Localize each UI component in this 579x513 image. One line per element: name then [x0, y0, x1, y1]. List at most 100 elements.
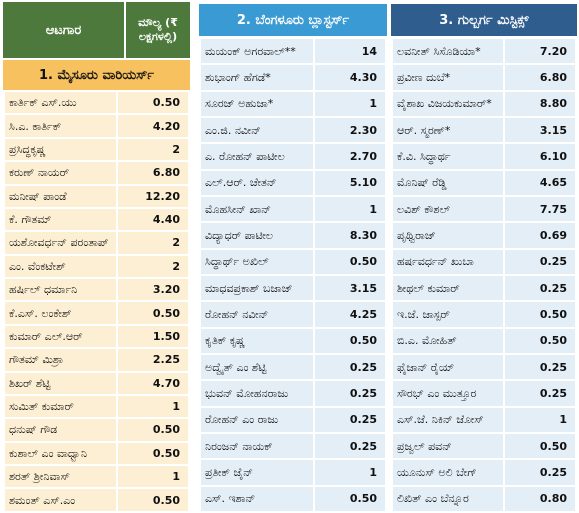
team-title: 2. ಬೆಂಗಳೂರು ಬ್ಲಾಸ್ಟರ್ಸ್ [199, 4, 387, 36]
player-row: ಪ್ರವೀಣ ದುಬೆ* 6.80 [391, 63, 577, 92]
player-value: 3.20 [116, 276, 190, 303]
player-name: ಕುಶಾಲ್ ಎಂ ವಾಧ್ವಾನಿ [3, 440, 118, 467]
player-row: ಗೌತಮ್ ಮಿಶ್ರಾ 2.25 [3, 347, 190, 373]
player-row: ಯಶೋವರ್ಧನ್ ಪರಂತಾಪ್ 2 [3, 230, 190, 256]
player-value: 6.10 [503, 142, 577, 171]
player-value: 2.30 [313, 115, 387, 145]
player-name: ಆರ್. ಸ್ಮರಣ್* [391, 115, 505, 145]
player-name: ಶೀಥಲ್ ಕುಮಾರ್ [391, 273, 505, 303]
team-title: 3. ಗುಲ್ಬರ್ಗ ಮಿಸ್ಟಿಕ್ಸ್ [391, 4, 577, 36]
player-header: ಆಟಗಾರ [45, 22, 82, 38]
player-row: ಇ.ಜೆ. ಜಾಸ್ಪರ್ 0.50 [391, 300, 577, 329]
player-row: ಶಮಂತ್ ಎಸ್.ಎಂ 0.50 [3, 487, 190, 513]
player-row: ಮಯಂಕ್ ಅಗರವಾಲ್** 14 [199, 36, 387, 66]
player-row: ಎ. ರೋಹನ್ ಪಾಟೀಲ 2.70 [199, 142, 387, 171]
player-value: 0.80 [503, 484, 577, 513]
player-value: 0.50 [116, 487, 190, 513]
player-name: ಮೊಹಸೀನ್ ಖಾನ್ [199, 194, 315, 224]
player-name: ಶುಭಾಂಗ್ ಹೆಗಡೆ* [199, 63, 315, 92]
player-value: 4.65 [503, 168, 577, 197]
value-header: ಮೌಲ್ಯ (₹ ಲಕ್ಷಗಳಲ್ಲಿ) [124, 2, 190, 58]
player-row: ಧನುಷ್ ಗೌಡ 0.50 [3, 417, 190, 443]
player-value: 8.80 [503, 89, 577, 118]
player-name: ಮಯಂಕ್ ಅಗರವಾಲ್** [199, 36, 315, 66]
player-row: ಲಿಖಿತ್ ಎಂ ಬೆನ್ನೂರ 0.80 [391, 484, 577, 513]
player-name: ಹರ್ಷಿಲ್ ಧರ್ಮಾನಿ [3, 276, 118, 303]
player-row: ಫೈಜಾನ್ ರೈಯ್ 0.25 [391, 352, 577, 382]
player-row: ಸಿದ್ಧಾರ್ಥ್ ಅಖಿಲ್ 0.50 [199, 247, 387, 276]
player-row: ನಿರಂಜನ್ ನಾಯಕ್ 0.25 [199, 431, 387, 461]
player-name: ಎಸ್.ಜೆ. ನಿಕಿನ್ ಜೋಸ್ [391, 405, 505, 434]
player-name: ಮಾಧವಪ್ರಕಾಶ್ ಬಜಾಜ್ [199, 273, 315, 303]
player-row: ಸಿ.ಎ. ಕಾರ್ತಿಕ್ 4.20 [3, 113, 190, 139]
player-row: ಹರ್ಷಿಲ್ ಧರ್ಮಾನಿ 3.20 [3, 276, 190, 303]
player-name: ಕೆ.ಎಸ್. ಲಂಕೇಶ್ [3, 300, 118, 326]
player-name: ಎಲ್.ಆರ್. ಚೇತನ್ [199, 168, 315, 197]
player-name: ಕಾರ್ತಿಕ್ ಎಸ್.ಯು [3, 89, 118, 116]
player-value: 0.50 [503, 326, 577, 355]
player-table: ಮಯಂಕ್ ಅಗರವಾಲ್** 14 ಶುಭಾಂಗ್ ಹೆಗಡೆ* 4.30 ಸೂರಜ್… [199, 36, 387, 513]
player-row: ಎಲ್.ಆರ್. ಚೇತನ್ 5.10 [199, 168, 387, 197]
player-name: ಫೈಜಾನ್ ರೈಯ್ [391, 352, 505, 382]
player-row: ಭುವನ್ ಮೋಹನರಾಜು 0.25 [199, 379, 387, 408]
player-value: 4.30 [313, 63, 387, 92]
player-value: 0.25 [503, 379, 577, 408]
player-name: ಎಂ. ವೆಂಕಟೇಶ್ [3, 253, 118, 280]
player-row: ಕೆ. ಗೌತಮ್ 4.40 [3, 206, 190, 233]
player-row: ಸುಮಿತ್ ಕುಮಾರ್ 1 [3, 393, 190, 420]
player-name: ಲವಿಶ್ ಕೌಶಲ್ [391, 194, 505, 224]
player-value: 12.20 [116, 183, 190, 209]
player-name: ಕುಮಾರ್ ಎಲ್.ಆರ್ [3, 323, 118, 350]
player-name: ಅದ್ವೈತ್ ಎಂ ಶೆಟ್ಟಿ [199, 352, 315, 382]
player-value: 6.80 [116, 160, 190, 186]
player-name: ಶಮಂತ್ ಎಸ್.ಎಂ [3, 487, 118, 513]
player-row: ಎಸ್. ಇಶಾನ್ 0.50 [199, 484, 387, 513]
player-row: ಆರ್. ಸ್ಮರಣ್* 3.15 [391, 115, 577, 145]
player-value: 3.15 [503, 115, 577, 145]
player-row: ಸೂರಜ್ ಅಹುಜಾ* 1 [199, 89, 387, 118]
player-row: ಕೃತಿಕ್ ಕೃಷ್ಣ 0.50 [199, 326, 387, 355]
player-row: ಎಂ. ವೆಂಕಟೇಶ್ 2 [3, 253, 190, 280]
player-row: ರೋಹನ್ ನವೀನ್ 4.25 [199, 300, 387, 329]
player-name: ಯಶೋವರ್ಧನ್ ಪರಂತಾಪ್ [3, 230, 118, 256]
player-value: 2 [116, 253, 190, 280]
player-row: ಕಾರ್ತಿಕ್ ಎಸ್.ಯು 0.50 [3, 89, 190, 116]
player-value: 0.25 [503, 458, 577, 487]
player-name: ಮೊನಿಷ್ ರೆಡ್ಡಿ [391, 168, 505, 197]
player-name: ಎಸ್. ಇಶಾನ್ [199, 484, 315, 513]
player-value: 2.25 [116, 347, 190, 373]
player-value: 0.25 [503, 273, 577, 303]
player-row: ಬಿ.ಎ. ಮೋಹಿತ್ 0.50 [391, 326, 577, 355]
player-value: 1 [116, 393, 190, 420]
player-row: ಶಿಖರ್ ಶೆಟ್ಟಿ 4.70 [3, 370, 190, 396]
player-row: ಕೆ.ವಿ. ಸಿದ್ಧಾರ್ಥ 6.10 [391, 142, 577, 171]
player-row: ಮೊಹಸೀನ್ ಖಾನ್ 1 [199, 194, 387, 224]
player-name: ಪ್ರವೀಣ ದುಬೆ* [391, 63, 505, 92]
team-panel: 2. ಬೆಂಗಳೂರು ಬ್ಲಾಸ್ಟರ್ಸ್ ಮಯಂಕ್ ಅಗರವಾಲ್** 1… [199, 0, 387, 513]
player-row: ಶೀಥಲ್ ಕುಮಾರ್ 0.25 [391, 273, 577, 303]
player-value: 2.70 [313, 142, 387, 171]
player-row: ಕೆ.ಎಸ್. ಲಂಕೇಶ್ 0.50 [3, 300, 190, 326]
player-name: ಪ್ರಸಿದ್ಧಕೃಷ್ಣ [3, 136, 118, 163]
player-name: ಕೆ. ಗೌತಮ್ [3, 206, 118, 233]
player-name: ಬಿ.ಎ. ಮೋಹಿತ್ [391, 326, 505, 355]
player-value: 1 [503, 405, 577, 434]
player-value: 4.70 [116, 370, 190, 396]
player-row: ಎಂ.ಜಿ. ನವೀನ್ 2.30 [199, 115, 387, 145]
player-value: 4.40 [116, 206, 190, 233]
player-name: ಸಿದ್ಧಾರ್ಥ್ ಅಖಿಲ್ [199, 247, 315, 276]
player-row: ಶರತ್ ಶ್ರೀನಿವಾಸ್ 1 [3, 463, 190, 490]
player-name: ಪ್ರತೀಕ್ ಜೈನ್ [199, 458, 315, 487]
player-row: ಕರುಣ್ ನಾಯರ್ 6.80 [3, 160, 190, 186]
player-row: ಲವಿಶ್ ಕೌಶಲ್ 7.75 [391, 194, 577, 224]
player-value: 0.50 [503, 300, 577, 329]
team-panel: ಆಟಗಾರ ಮೌಲ್ಯ (₹ ಲಕ್ಷಗಳಲ್ಲಿ) 1. ಮೈಸೂರು ವಾರ… [3, 0, 190, 513]
player-row: ಎಸ್.ಜೆ. ನಿಕಿನ್ ಜೋಸ್ 1 [391, 405, 577, 434]
player-value: 6.80 [503, 63, 577, 92]
player-value: 0.50 [116, 89, 190, 116]
player-value: 1 [313, 89, 387, 118]
player-name: ಸೌರಭ್ ಎಂ ಮುತ್ತೂರ [391, 379, 505, 408]
player-value: 4.25 [313, 300, 387, 329]
player-row: ಪೃಥ್ವಿರಾಜ್ 0.69 [391, 221, 577, 250]
player-value: 0.25 [503, 247, 577, 276]
